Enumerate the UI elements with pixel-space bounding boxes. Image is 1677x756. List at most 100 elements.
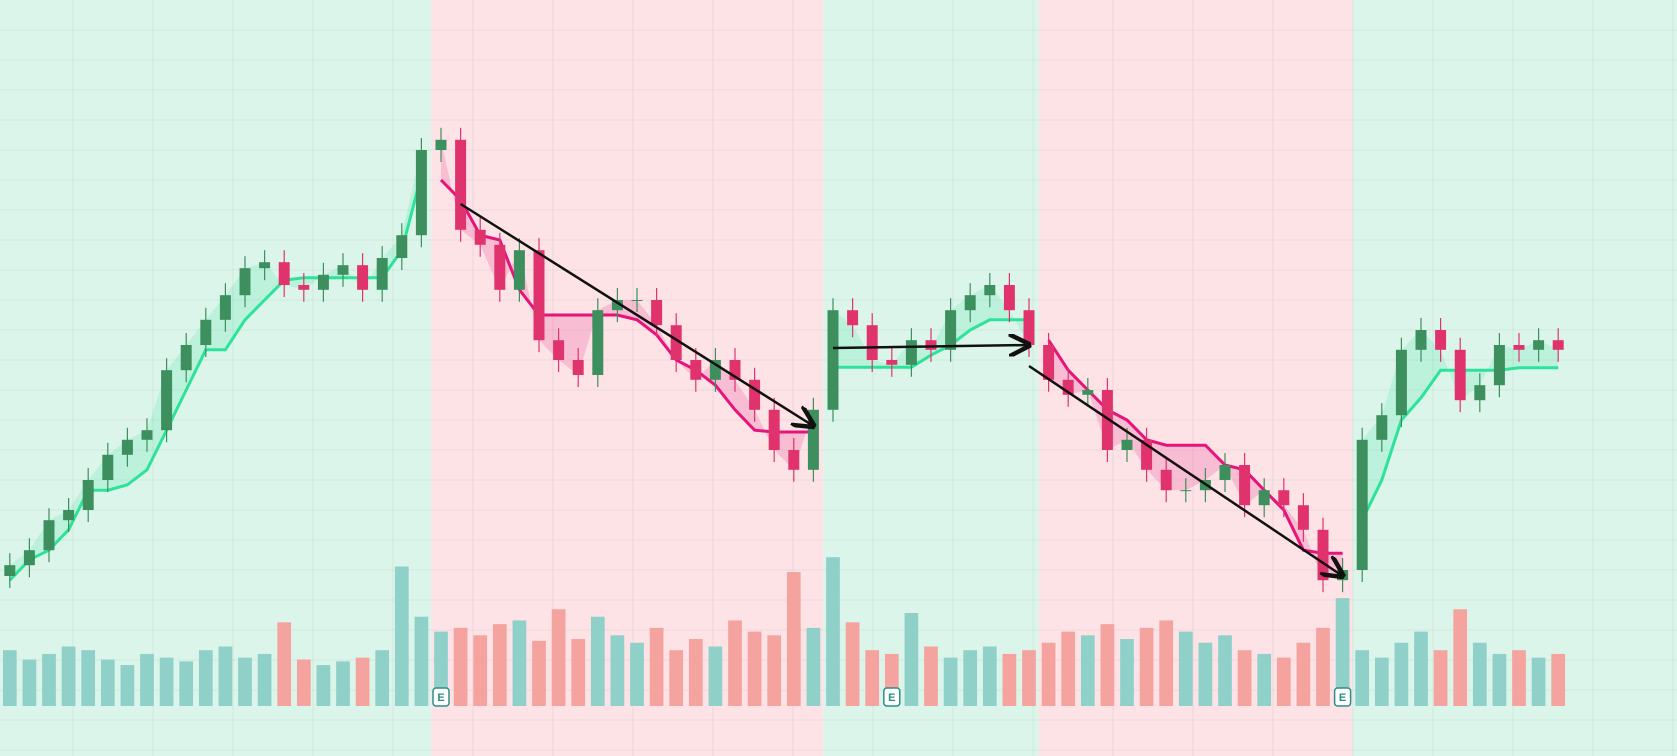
volume-bar: [22, 659, 37, 706]
volume-bar: [728, 620, 742, 706]
candle-body: [807, 409, 819, 470]
volume-bar: [1531, 657, 1546, 706]
candle-body: [905, 340, 917, 365]
candle-body: [1043, 345, 1055, 380]
candle-body: [102, 454, 114, 480]
candle-body: [298, 285, 310, 290]
volume-bar: [81, 650, 96, 706]
candle-body: [435, 139, 447, 150]
volume-bar: [1335, 598, 1350, 706]
candle-body: [1533, 340, 1545, 350]
volume-bar: [1257, 653, 1272, 706]
candle-body: [1395, 349, 1407, 416]
volume-bar: [100, 659, 115, 706]
volume-bar: [1198, 642, 1213, 706]
candle-body: [23, 550, 35, 566]
trend-arrow: [832, 345, 1029, 348]
trend-fill: [441, 139, 814, 470]
candle-body: [866, 325, 878, 360]
volume-bar: [630, 642, 644, 706]
volume-bar: [1453, 609, 1468, 706]
volume-bar: [1218, 635, 1232, 706]
candle-body: [455, 139, 467, 230]
candle-body: [82, 480, 94, 510]
volume-bar: [473, 635, 488, 706]
volume-bar: [1512, 650, 1526, 706]
candle-body: [1278, 490, 1290, 506]
trend-line: [1047, 339, 1343, 555]
candle-body: [925, 340, 937, 350]
volume-bar: [708, 646, 723, 706]
candle-body: [827, 310, 839, 410]
candle-body: [474, 229, 486, 245]
volume-bar: [1100, 624, 1115, 706]
volume-bar: [492, 624, 507, 706]
volume-bar: [159, 657, 174, 706]
volume-bar: [375, 650, 390, 706]
trend-line: [8, 174, 423, 582]
candle-body: [415, 150, 427, 236]
event-label: E: [888, 692, 895, 704]
candle-body: [886, 360, 898, 365]
trend-fill: [1362, 330, 1559, 521]
volume-bar: [1394, 642, 1409, 706]
volume-bar: [590, 616, 605, 706]
volume-bar: [688, 639, 703, 706]
candle-body: [161, 370, 173, 431]
volume-bar: [826, 557, 840, 706]
candle-body: [219, 295, 231, 320]
candle-body: [43, 520, 55, 551]
volume-bar: [42, 653, 56, 706]
candle-body: [494, 244, 506, 290]
candle-body: [1219, 465, 1231, 480]
candle-body: [729, 360, 741, 380]
candle-body: [1160, 469, 1172, 491]
event-marker: [432, 687, 450, 707]
volume-bar: [1002, 653, 1017, 706]
volume-bar: [316, 665, 331, 706]
candle-body: [1297, 505, 1309, 530]
candle-body: [670, 325, 682, 360]
candle-body: [945, 310, 957, 350]
volume-bar: [786, 572, 801, 706]
candle-body: [1493, 345, 1505, 386]
candle-body: [1376, 415, 1388, 440]
event-label: E: [1339, 692, 1346, 704]
candle-body: [1474, 385, 1486, 401]
volume-bar: [610, 635, 625, 706]
volume-bar: [453, 627, 468, 706]
candle-body: [239, 268, 251, 296]
candle-body: [376, 258, 388, 290]
candle-body: [1082, 390, 1094, 395]
volume-bar: [1551, 653, 1566, 706]
volume-bar: [179, 661, 194, 706]
volume-bar: [963, 650, 978, 706]
volume-bar: [1472, 642, 1487, 706]
volume-bar: [1120, 639, 1134, 706]
candle-body: [1356, 439, 1368, 570]
volume-bar: [806, 627, 821, 706]
candle-body: [1239, 465, 1251, 506]
candle-body: [1062, 379, 1074, 395]
volume-bar: [61, 646, 76, 706]
candle-body: [1258, 490, 1270, 506]
volume-bar: [1433, 650, 1448, 706]
volume-bar: [943, 657, 958, 706]
trend-fill: [1048, 340, 1343, 581]
volume-bar: [394, 566, 409, 706]
volume-bar: [1080, 635, 1095, 706]
candle-body: [259, 262, 271, 269]
candle-body: [964, 295, 976, 311]
candle-body: [63, 510, 75, 521]
candle-body: [592, 310, 604, 375]
candle-body: [847, 310, 859, 326]
candle-body: [1141, 439, 1153, 470]
candle-body: [1454, 349, 1466, 401]
candle-body: [768, 409, 780, 450]
candle-body: [611, 300, 623, 311]
volume-bar: [1041, 642, 1056, 706]
candle-body: [1023, 310, 1035, 345]
volume-bar: [571, 639, 586, 706]
trend-region: [0, 0, 432, 756]
